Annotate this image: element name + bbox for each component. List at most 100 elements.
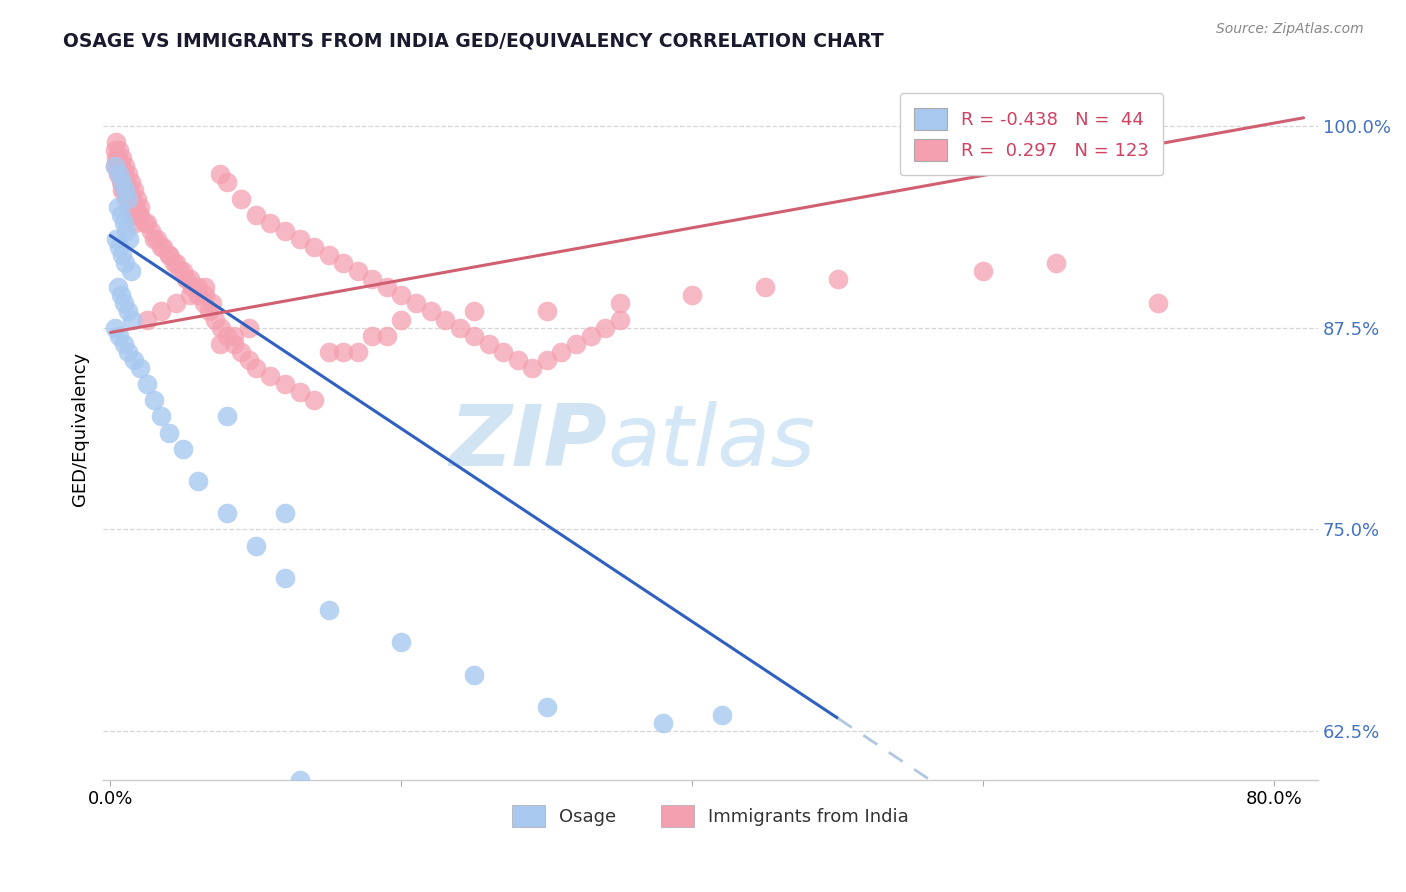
Point <box>117 304 139 318</box>
Point <box>112 216 135 230</box>
Point <box>110 175 132 189</box>
Point <box>152 240 174 254</box>
Point <box>565 336 588 351</box>
Point <box>419 304 441 318</box>
Point <box>274 377 297 392</box>
Point <box>118 200 141 214</box>
Point <box>163 256 186 270</box>
Point <box>391 312 413 326</box>
Point <box>522 361 544 376</box>
Point <box>972 264 994 278</box>
Point <box>165 296 187 310</box>
Point <box>118 232 141 246</box>
Point <box>375 328 398 343</box>
Point <box>122 353 145 368</box>
Text: atlas: atlas <box>607 401 815 484</box>
Point <box>117 192 139 206</box>
Point <box>169 264 191 278</box>
Point <box>274 224 297 238</box>
Point <box>231 344 253 359</box>
Point <box>478 336 501 351</box>
Point <box>187 280 209 294</box>
Point <box>827 272 849 286</box>
Point <box>121 208 143 222</box>
Point <box>204 312 226 326</box>
Legend: Osage, Immigrants from India: Osage, Immigrants from India <box>505 797 917 834</box>
Point <box>463 304 485 318</box>
Point <box>288 772 311 787</box>
Point <box>104 159 127 173</box>
Point <box>120 264 142 278</box>
Point <box>179 272 201 286</box>
Point <box>201 296 224 310</box>
Point <box>1147 296 1170 310</box>
Point <box>135 216 157 230</box>
Point <box>492 344 515 359</box>
Point <box>128 361 150 376</box>
Point <box>215 409 238 424</box>
Point <box>391 288 413 302</box>
Point <box>121 192 143 206</box>
Point <box>114 256 136 270</box>
Point <box>274 571 297 585</box>
Point <box>288 232 311 246</box>
Point <box>108 167 131 181</box>
Y-axis label: GED/Equivalency: GED/Equivalency <box>72 351 89 506</box>
Point <box>536 304 558 318</box>
Point <box>114 183 136 197</box>
Point <box>179 288 201 302</box>
Point <box>245 208 267 222</box>
Point <box>215 175 238 189</box>
Point <box>111 151 134 165</box>
Point <box>346 344 368 359</box>
Point <box>134 216 156 230</box>
Point <box>135 377 157 392</box>
Point <box>115 224 138 238</box>
Point <box>117 344 139 359</box>
Point <box>710 708 733 723</box>
Point <box>194 280 217 294</box>
Point <box>609 296 631 310</box>
Point <box>112 296 135 310</box>
Point <box>111 175 134 189</box>
Point <box>609 312 631 326</box>
Point <box>117 183 139 197</box>
Point <box>208 336 231 351</box>
Point <box>141 224 163 238</box>
Point <box>120 192 142 206</box>
Point <box>143 393 166 408</box>
Text: OSAGE VS IMMIGRANTS FROM INDIA GED/EQUIVALENCY CORRELATION CHART: OSAGE VS IMMIGRANTS FROM INDIA GED/EQUIV… <box>63 31 884 50</box>
Point <box>125 192 148 206</box>
Point <box>111 248 134 262</box>
Point <box>127 208 149 222</box>
Point <box>288 385 311 400</box>
Point <box>681 288 703 302</box>
Point <box>754 280 776 294</box>
Point <box>128 208 150 222</box>
Point <box>165 256 187 270</box>
Point <box>104 320 127 334</box>
Point <box>146 232 169 246</box>
Point <box>434 312 457 326</box>
Point <box>463 328 485 343</box>
Point <box>157 248 180 262</box>
Point <box>104 159 127 173</box>
Point <box>125 208 148 222</box>
Point <box>194 288 217 302</box>
Point <box>172 264 194 278</box>
Point <box>318 603 340 617</box>
Point <box>105 135 128 149</box>
Point <box>391 635 413 649</box>
Point <box>115 192 138 206</box>
Point <box>108 328 131 343</box>
Point <box>209 320 232 334</box>
Point <box>215 506 238 520</box>
Point <box>259 369 281 384</box>
Point <box>579 328 602 343</box>
Point <box>121 312 143 326</box>
Point <box>180 280 202 294</box>
Point <box>536 700 558 714</box>
Point <box>215 328 238 343</box>
Point <box>105 232 128 246</box>
Point <box>375 280 398 294</box>
